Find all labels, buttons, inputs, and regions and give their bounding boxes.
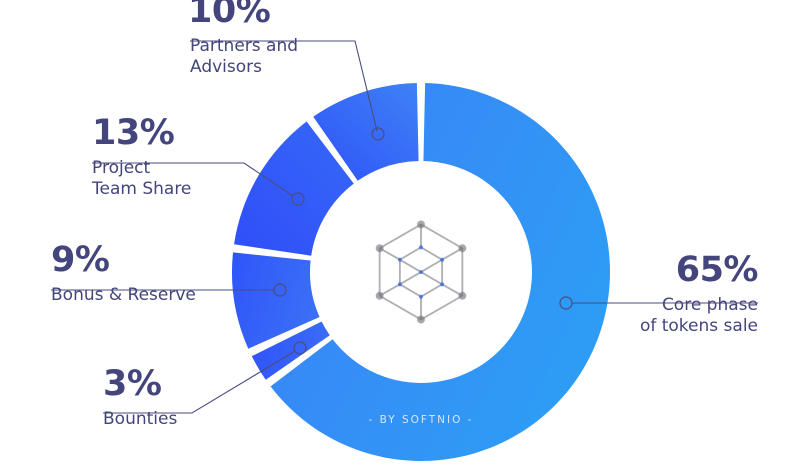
segment-core[interactable] bbox=[270, 83, 611, 461]
leader-dot-bounties bbox=[293, 341, 307, 355]
callout-bounties-percent: 3% bbox=[103, 364, 162, 404]
callout-bounties[interactable]: 3% Bounties bbox=[103, 367, 177, 430]
callout-core-title: Core phase of tokens sale bbox=[640, 295, 758, 336]
donut-segments bbox=[232, 83, 611, 461]
callout-partners-percent: 10% bbox=[188, 0, 271, 31]
segment-partners[interactable] bbox=[313, 83, 419, 181]
callout-leaders bbox=[51, 40, 758, 414]
callout-bonus-title: Bonus & Reserve bbox=[51, 285, 196, 305]
callout-bonus-and-reserve[interactable]: 9% Bonus & Reserve bbox=[51, 243, 196, 306]
callout-team-percent: 13% bbox=[92, 113, 175, 153]
leader-dot-core bbox=[559, 296, 573, 310]
leader-line-partners bbox=[190, 40, 378, 132]
segment-team[interactable] bbox=[234, 121, 354, 256]
hexagon-cube-logo-icon bbox=[375, 220, 467, 324]
callout-partners-title-line1: Partners and bbox=[190, 36, 299, 56]
callout-core-title-line2: of tokens sale bbox=[639, 315, 758, 336]
callout-bonus-percent: 9% bbox=[51, 240, 110, 280]
segment-bonus[interactable] bbox=[232, 252, 320, 349]
callout-team-title-line1: Project bbox=[92, 158, 151, 178]
leader-line-bounties bbox=[103, 350, 296, 414]
callout-bounties-title: Bounties bbox=[103, 409, 178, 429]
leader-dot-team bbox=[291, 192, 305, 206]
callout-partners-title-line2: Advisors bbox=[190, 56, 263, 77]
callout-core-title-line1: Core phase bbox=[661, 295, 758, 315]
callout-partners-and-advisors[interactable]: 10% Partners and Advisors bbox=[188, 0, 298, 77]
callout-core-phase-of-tokens-sale[interactable]: 65% Core phase of tokens sale bbox=[640, 250, 759, 336]
byline-text: - BY SOFTNIO - bbox=[368, 414, 473, 426]
callout-project-team-share[interactable]: 13% Project Team Share bbox=[92, 116, 191, 199]
callout-partners-title: Partners and Advisors bbox=[190, 36, 298, 77]
callout-team-title-line2: Team Share bbox=[92, 178, 192, 199]
leader-dot-partners bbox=[371, 127, 385, 141]
callout-team-title: Project Team Share bbox=[92, 158, 191, 199]
leader-dot-bonus bbox=[273, 283, 287, 297]
leader-line-team bbox=[92, 162, 294, 197]
callout-core-percent: 65% bbox=[675, 250, 759, 290]
